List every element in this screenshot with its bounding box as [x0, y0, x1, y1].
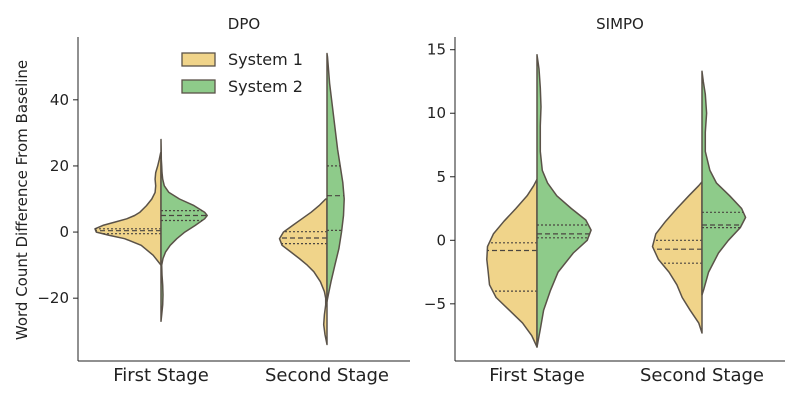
violin-half-system-2-first-stage: [536, 54, 592, 348]
panel-title-simpo: SIMPO: [596, 15, 644, 33]
panel-title-dpo: DPO: [228, 15, 260, 33]
y-tick-label: 0: [59, 223, 69, 241]
panel-simpo: −5 0 5 10 15: [424, 41, 747, 348]
y-tick-label: 0: [436, 231, 446, 249]
violin-half-system-1-second-stage: [651, 181, 703, 334]
y-tick-label: 40: [50, 91, 69, 109]
violin-half-system-1-first-stage: [94, 151, 162, 266]
x-tick-label-first-stage: First Stage: [113, 365, 209, 386]
x-tick-label-second-stage: Second Stage: [640, 365, 764, 386]
legend-swatch-system-1: [181, 52, 216, 67]
legend-label-system-2: System 2: [228, 77, 303, 96]
legend-swatch-system-2: [181, 79, 216, 94]
violin-half-system-1-second-stage: [278, 198, 328, 346]
y-tick-label: −5: [424, 295, 446, 313]
panel-dpo: −20 0 20 40: [37, 52, 345, 346]
x-tick-label-second-stage: Second Stage: [265, 365, 389, 386]
y-tick-label: 15: [427, 41, 446, 59]
violin-half-system-1-first-stage: [486, 178, 538, 348]
legend: System 1 System 2: [181, 50, 303, 96]
y-tick-label: 10: [427, 104, 446, 122]
violin-half-system-2-second-stage: [326, 52, 345, 303]
violin-half-system-2-first-stage: [160, 138, 208, 323]
x-tick-label-first-stage: First Stage: [489, 365, 585, 386]
y-axis-label: Word Count Difference From Baseline: [13, 60, 31, 340]
y-tick-label: −20: [37, 289, 69, 307]
y-tick-label: 5: [436, 168, 446, 186]
legend-label-system-1: System 1: [228, 50, 303, 69]
y-tick-label: 20: [50, 157, 69, 175]
violin-half-system-2-second-stage: [701, 70, 747, 296]
